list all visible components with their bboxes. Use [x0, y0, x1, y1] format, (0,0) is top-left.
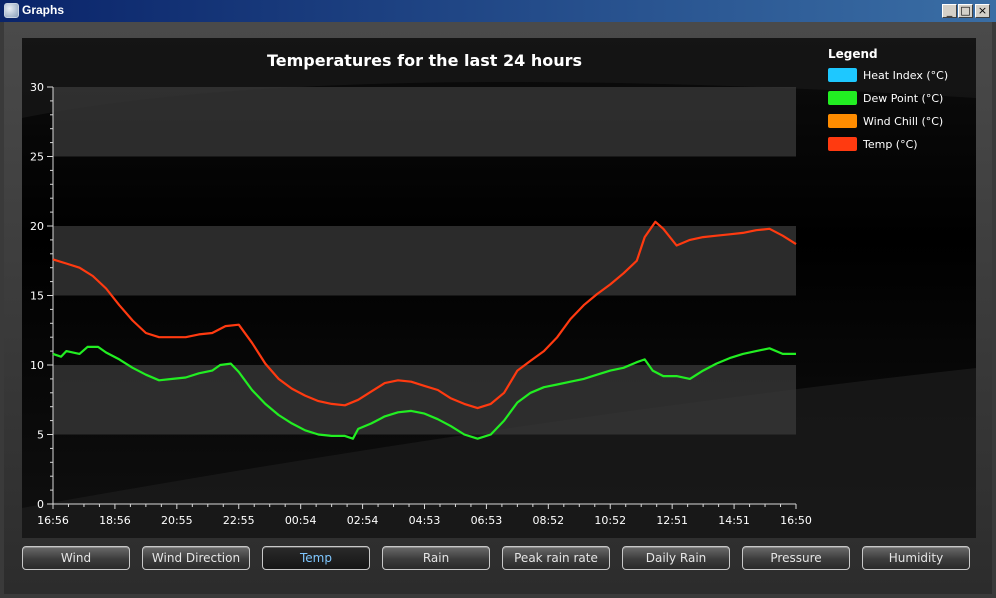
- x-tick-label: 04:53: [409, 514, 441, 527]
- y-tick-label: 25: [30, 151, 44, 164]
- y-tick-label: 20: [30, 220, 44, 233]
- y-tick-label: 15: [30, 290, 44, 303]
- legend-entry-label: Temp (°C): [862, 138, 918, 151]
- background-swoosh: [22, 38, 976, 118]
- legend-title: Legend: [828, 47, 878, 61]
- x-tick-label: 10:52: [594, 514, 626, 527]
- series-line-dew-point-c: [52, 345, 796, 440]
- minimize-button[interactable]: _: [942, 4, 957, 18]
- tab-humidity[interactable]: Humidity: [862, 546, 970, 570]
- title-bar[interactable]: Graphs _ □ ×: [0, 0, 996, 22]
- tab-daily-rain[interactable]: Daily Rain: [622, 546, 730, 570]
- legend-entry-label: Wind Chill (°C): [863, 115, 943, 128]
- legend-swatch: [828, 137, 857, 151]
- series-line-temp-c: [52, 220, 797, 410]
- grid-band: [53, 87, 796, 157]
- x-tick-label: 02:54: [347, 514, 379, 527]
- window-title: Graphs: [22, 3, 65, 17]
- app-icon: [4, 3, 19, 18]
- chart-title: Temperatures for the last 24 hours: [267, 51, 582, 70]
- legend-entry-label: Heat Index (°C): [863, 69, 948, 82]
- x-tick-label: 18:56: [99, 514, 131, 527]
- y-tick-label: 30: [30, 81, 44, 94]
- x-tick-label: 12:51: [656, 514, 688, 527]
- x-tick-label: 22:55: [223, 514, 255, 527]
- y-tick-label: 0: [37, 498, 44, 511]
- legend-swatch: [828, 91, 857, 105]
- grid-band: [53, 365, 796, 435]
- x-tick-label: 08:52: [532, 514, 564, 527]
- x-tick-label: 16:56: [37, 514, 69, 527]
- tab-temp[interactable]: Temp: [262, 546, 370, 570]
- temperature-chart: 0 5 10 15 20 25 30 16:56 18:56 20:55 22:55 00:54 02:…: [22, 38, 976, 538]
- x-tick-label: 00:54: [285, 514, 317, 527]
- y-tick-label: 10: [30, 359, 44, 372]
- tab-peak-rain-rate[interactable]: Peak rain rate: [502, 546, 610, 570]
- legend-swatch: [828, 68, 857, 82]
- legend-swatch: [828, 114, 857, 128]
- chart-panel: 0 5 10 15 20 25 30 16:56 18:56 20:55 22:55 00:54 02:…: [22, 38, 976, 538]
- graph-tab-bar: Wind Wind Direction Temp Rain Peak rain …: [4, 546, 992, 574]
- legend-entry-label: Dew Point (°C): [863, 92, 943, 105]
- client-area: 0 5 10 15 20 25 30 16:56 18:56 20:55 22:55 00:54 02:…: [4, 22, 992, 594]
- tab-wind-direction[interactable]: Wind Direction: [142, 546, 250, 570]
- tab-rain[interactable]: Rain: [382, 546, 490, 570]
- grid-band: [53, 226, 796, 296]
- x-tick-label: 14:51: [718, 514, 750, 527]
- x-tick-label: 16:50: [780, 514, 812, 527]
- x-tick-label: 06:53: [471, 514, 503, 527]
- tab-wind[interactable]: Wind: [22, 546, 130, 570]
- maximize-button[interactable]: □: [958, 4, 973, 18]
- y-tick-label: 5: [37, 429, 44, 442]
- x-tick-label: 20:55: [161, 514, 193, 527]
- close-button[interactable]: ×: [975, 4, 990, 18]
- tab-pressure[interactable]: Pressure: [742, 546, 850, 570]
